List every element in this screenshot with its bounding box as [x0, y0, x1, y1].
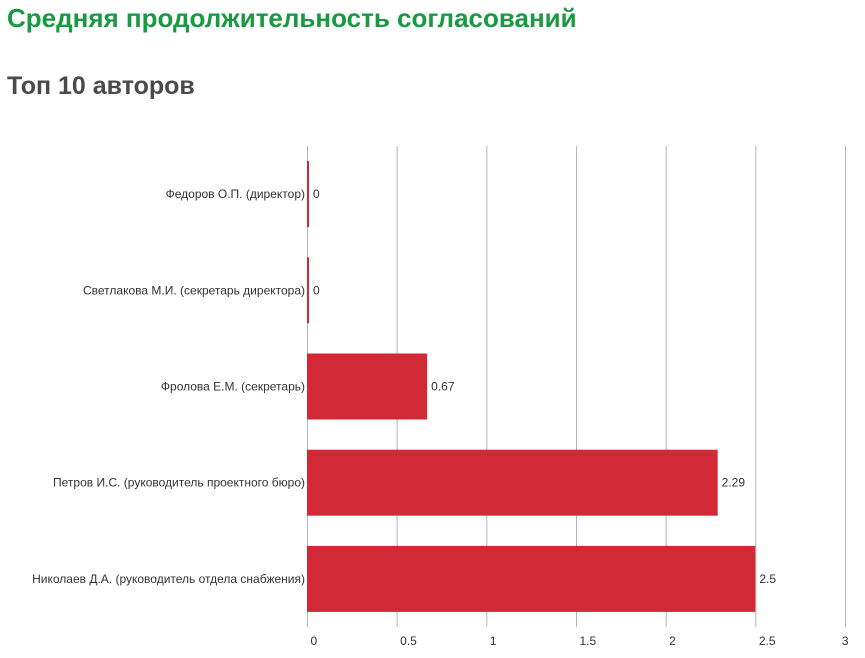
data-label: 0 — [313, 283, 320, 297]
bar — [307, 353, 428, 420]
data-label: 0 — [313, 187, 320, 201]
category-label: Федоров О.П. (директор) — [166, 187, 305, 201]
x-tick-label: 1 — [490, 634, 497, 648]
bar — [307, 449, 718, 516]
category-label: Светлакова М.И. (секретарь директора) — [83, 283, 305, 297]
category-label: Фролова Е.М. (секретарь) — [161, 380, 305, 394]
category-label: Петров И.С. (руководитель проектного бюр… — [53, 476, 305, 490]
data-label: 2.5 — [759, 572, 776, 586]
x-tick-label: 0 — [311, 634, 318, 648]
data-label: 0.67 — [431, 380, 455, 394]
chart-subtitle: Топ 10 авторов — [7, 72, 195, 100]
x-tick-label: 1.5 — [580, 634, 597, 648]
x-tick-label: 2 — [669, 634, 676, 648]
data-label: 2.29 — [722, 476, 746, 490]
page-title: Средняя продолжительность согласований — [7, 3, 577, 33]
x-tick-label: 0.5 — [400, 634, 417, 648]
x-tick-label: 3 — [842, 634, 849, 648]
bar — [307, 161, 309, 228]
bar — [307, 257, 309, 324]
x-tick-label: 2.5 — [759, 634, 776, 648]
category-label: Николаев Д.А. (руководитель отдела снабж… — [32, 572, 305, 586]
bar — [307, 545, 756, 612]
